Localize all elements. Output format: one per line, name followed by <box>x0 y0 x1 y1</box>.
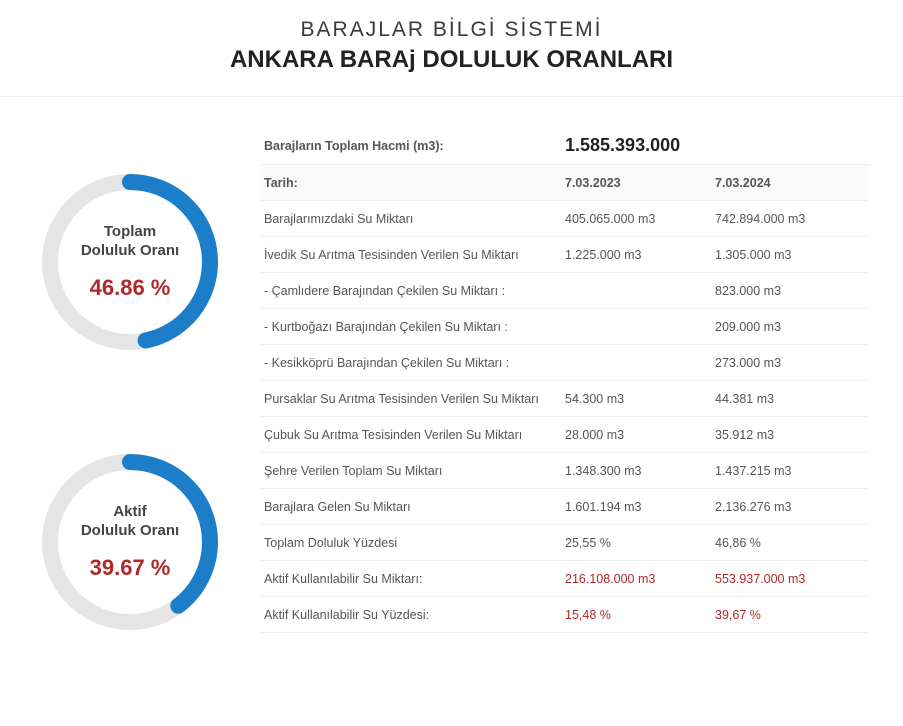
row-value-2: 44.381 m3 <box>715 392 865 406</box>
row-value-1: 54.300 m3 <box>565 392 715 406</box>
gauge-0: ToplamDoluluk Oranı 46.86 % <box>35 167 225 357</box>
table-row: Şehre Verilen Toplam Su Miktarı1.348.300… <box>260 453 869 489</box>
row-value-2: 553.937.000 m3 <box>715 572 865 586</box>
header-title: ANKARA BARAj DOLULUK ORANLARI <box>0 46 903 74</box>
gauge-name: AktifDoluluk Oranı <box>81 503 179 541</box>
date-header-row: Tarih: 7.03.2023 7.03.2024 <box>260 165 869 201</box>
row-value-2: 823.000 m3 <box>715 284 865 298</box>
header-subtitle: BARAJLAR BİLGİ SİSTEMİ <box>0 18 903 42</box>
row-label: - Kesikköprü Barajından Çekilen Su Mikta… <box>264 356 565 370</box>
gauge-value: 39.67 % <box>81 555 179 581</box>
table-row: - Kesikköprü Barajından Çekilen Su Mikta… <box>260 345 869 381</box>
table-row: Aktif Kullanılabilir Su Yüzdesi:15,48 %3… <box>260 597 869 633</box>
row-value-2: 209.000 m3 <box>715 320 865 334</box>
row-value-2: 742.894.000 m3 <box>715 212 865 226</box>
table-row: Pursaklar Su Arıtma Tesisinden Verilen S… <box>260 381 869 417</box>
table-row: - Kurtboğazı Barajından Çekilen Su Mikta… <box>260 309 869 345</box>
total-volume-row: Barajların Toplam Hacmi (m3): 1.585.393.… <box>260 127 869 165</box>
row-value-2: 273.000 m3 <box>715 356 865 370</box>
gauge-value: 46.86 % <box>81 275 179 301</box>
row-label: Aktif Kullanılabilir Su Miktarı: <box>264 572 565 586</box>
row-value-1: 405.065.000 m3 <box>565 212 715 226</box>
content: ToplamDoluluk Oranı 46.86 % AktifDoluluk O… <box>0 97 903 637</box>
table-row: İvedik Su Arıtma Tesisinden Verilen Su M… <box>260 237 869 273</box>
row-label: Barajlarımızdaki Su Miktarı <box>264 212 565 226</box>
gauge-1: AktifDoluluk Oranı 39.67 % <box>35 447 225 637</box>
table-row: Barajlarımızdaki Su Miktarı405.065.000 m… <box>260 201 869 237</box>
row-value-2: 35.912 m3 <box>715 428 865 442</box>
row-value-1: 1.348.300 m3 <box>565 464 715 478</box>
table-row: Toplam Doluluk Yüzdesi25,55 %46,86 % <box>260 525 869 561</box>
row-label: Çubuk Su Arıtma Tesisinden Verilen Su Mi… <box>264 428 565 442</box>
row-value-2: 46,86 % <box>715 536 865 550</box>
row-value-2: 2.136.276 m3 <box>715 500 865 514</box>
table-row: Aktif Kullanılabilir Su Miktarı:216.108.… <box>260 561 869 597</box>
row-label: İvedik Su Arıtma Tesisinden Verilen Su M… <box>264 248 565 262</box>
row-value-1: 25,55 % <box>565 536 715 550</box>
gauge-label: AktifDoluluk Oranı 39.67 % <box>81 503 179 581</box>
row-value-1: 28.000 m3 <box>565 428 715 442</box>
row-label: Şehre Verilen Toplam Su Miktarı <box>264 464 565 478</box>
row-value-1: 1.225.000 m3 <box>565 248 715 262</box>
row-value-1: 216.108.000 m3 <box>565 572 715 586</box>
row-label: Aktif Kullanılabilir Su Yüzdesi: <box>264 608 565 622</box>
gauges-column: ToplamDoluluk Oranı 46.86 % AktifDoluluk O… <box>0 127 260 637</box>
row-value-2: 1.305.000 m3 <box>715 248 865 262</box>
date-label: Tarih: <box>264 176 565 190</box>
row-value-2: 1.437.215 m3 <box>715 464 865 478</box>
row-value-2: 39,67 % <box>715 608 865 622</box>
page-header: BARAJLAR BİLGİ SİSTEMİ ANKARA BARAj DOLU… <box>0 0 903 97</box>
total-volume-value: 1.585.393.000 <box>565 135 865 156</box>
row-label: Toplam Doluluk Yüzdesi <box>264 536 565 550</box>
date-col-2: 7.03.2024 <box>715 176 865 190</box>
row-label: - Çamlıdere Barajından Çekilen Su Miktar… <box>264 284 565 298</box>
row-label: - Kurtboğazı Barajından Çekilen Su Mikta… <box>264 320 565 334</box>
data-table: Barajların Toplam Hacmi (m3): 1.585.393.… <box>260 127 903 637</box>
table-row: - Çamlıdere Barajından Çekilen Su Miktar… <box>260 273 869 309</box>
row-label: Pursaklar Su Arıtma Tesisinden Verilen S… <box>264 392 565 406</box>
row-value-1: 1.601.194 m3 <box>565 500 715 514</box>
total-volume-label: Barajların Toplam Hacmi (m3): <box>264 139 565 153</box>
row-value-1: 15,48 % <box>565 608 715 622</box>
date-col-1: 7.03.2023 <box>565 176 715 190</box>
row-label: Barajlara Gelen Su Miktarı <box>264 500 565 514</box>
gauge-name: ToplamDoluluk Oranı <box>81 223 179 261</box>
table-row: Çubuk Su Arıtma Tesisinden Verilen Su Mi… <box>260 417 869 453</box>
gauge-label: ToplamDoluluk Oranı 46.86 % <box>81 223 179 301</box>
table-row: Barajlara Gelen Su Miktarı1.601.194 m32.… <box>260 489 869 525</box>
